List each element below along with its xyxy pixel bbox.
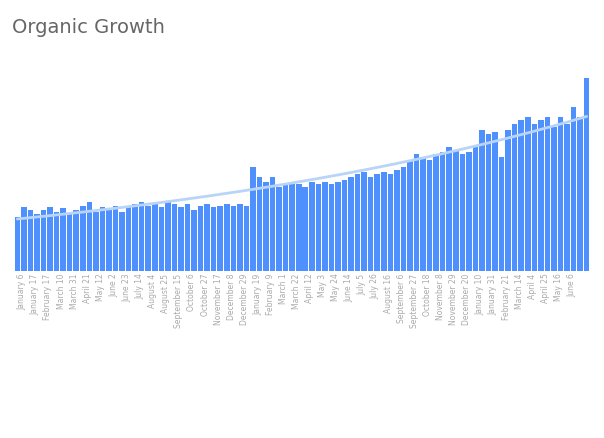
Bar: [335, 183, 341, 272]
Bar: [512, 125, 518, 272]
Bar: [289, 184, 295, 272]
Bar: [394, 170, 400, 272]
Bar: [349, 177, 354, 272]
Bar: [525, 118, 530, 272]
Bar: [388, 175, 393, 272]
Bar: [577, 118, 583, 272]
Bar: [296, 184, 301, 272]
Bar: [276, 187, 282, 272]
Bar: [414, 155, 419, 272]
Bar: [106, 210, 112, 272]
Bar: [434, 155, 439, 272]
Bar: [204, 204, 210, 272]
Bar: [545, 118, 550, 272]
Bar: [532, 125, 537, 272]
Bar: [14, 217, 20, 272]
Bar: [34, 214, 40, 272]
Bar: [119, 212, 125, 272]
Bar: [40, 210, 47, 272]
Bar: [538, 121, 544, 272]
Bar: [172, 204, 177, 272]
Bar: [80, 206, 86, 272]
Bar: [506, 131, 511, 272]
Bar: [518, 121, 524, 272]
Bar: [303, 187, 308, 272]
Bar: [342, 180, 347, 272]
Bar: [257, 177, 262, 272]
Bar: [283, 185, 289, 272]
Bar: [132, 204, 138, 272]
Bar: [185, 204, 190, 272]
Bar: [270, 177, 275, 272]
Bar: [86, 202, 92, 272]
Bar: [407, 161, 413, 272]
Bar: [250, 168, 255, 272]
Bar: [47, 207, 53, 272]
Bar: [93, 212, 98, 272]
Bar: [420, 158, 426, 272]
Bar: [139, 202, 144, 272]
Bar: [198, 206, 204, 272]
Bar: [564, 125, 570, 272]
Bar: [146, 206, 151, 272]
Bar: [453, 151, 458, 272]
Bar: [584, 78, 590, 272]
Bar: [479, 131, 485, 272]
Bar: [60, 208, 66, 272]
Bar: [243, 206, 249, 272]
Bar: [492, 133, 498, 272]
Bar: [473, 148, 478, 272]
Bar: [178, 207, 184, 272]
Bar: [152, 204, 158, 272]
Bar: [322, 183, 328, 272]
Bar: [557, 118, 564, 272]
Bar: [263, 183, 269, 272]
Bar: [329, 184, 334, 272]
Bar: [126, 207, 131, 272]
Bar: [571, 108, 576, 272]
Bar: [224, 204, 230, 272]
Bar: [74, 210, 79, 272]
Bar: [165, 202, 170, 272]
Bar: [28, 210, 33, 272]
Bar: [158, 207, 164, 272]
Bar: [113, 206, 118, 272]
Bar: [551, 128, 557, 272]
Bar: [100, 207, 105, 272]
Bar: [309, 183, 315, 272]
Bar: [427, 161, 432, 272]
Bar: [54, 212, 59, 272]
Bar: [217, 206, 223, 272]
Bar: [499, 158, 504, 272]
Bar: [374, 175, 380, 272]
Bar: [446, 148, 452, 272]
Bar: [21, 207, 27, 272]
Text: Organic Growth: Organic Growth: [12, 18, 165, 37]
Bar: [466, 153, 472, 272]
Bar: [486, 135, 491, 272]
Bar: [67, 214, 72, 272]
Bar: [211, 207, 216, 272]
Bar: [440, 153, 446, 272]
Bar: [460, 155, 465, 272]
Bar: [381, 173, 387, 272]
Bar: [355, 175, 361, 272]
Bar: [315, 184, 321, 272]
Bar: [400, 168, 406, 272]
Bar: [368, 177, 373, 272]
Bar: [361, 173, 367, 272]
Bar: [231, 206, 236, 272]
Bar: [237, 204, 243, 272]
Bar: [191, 210, 197, 272]
